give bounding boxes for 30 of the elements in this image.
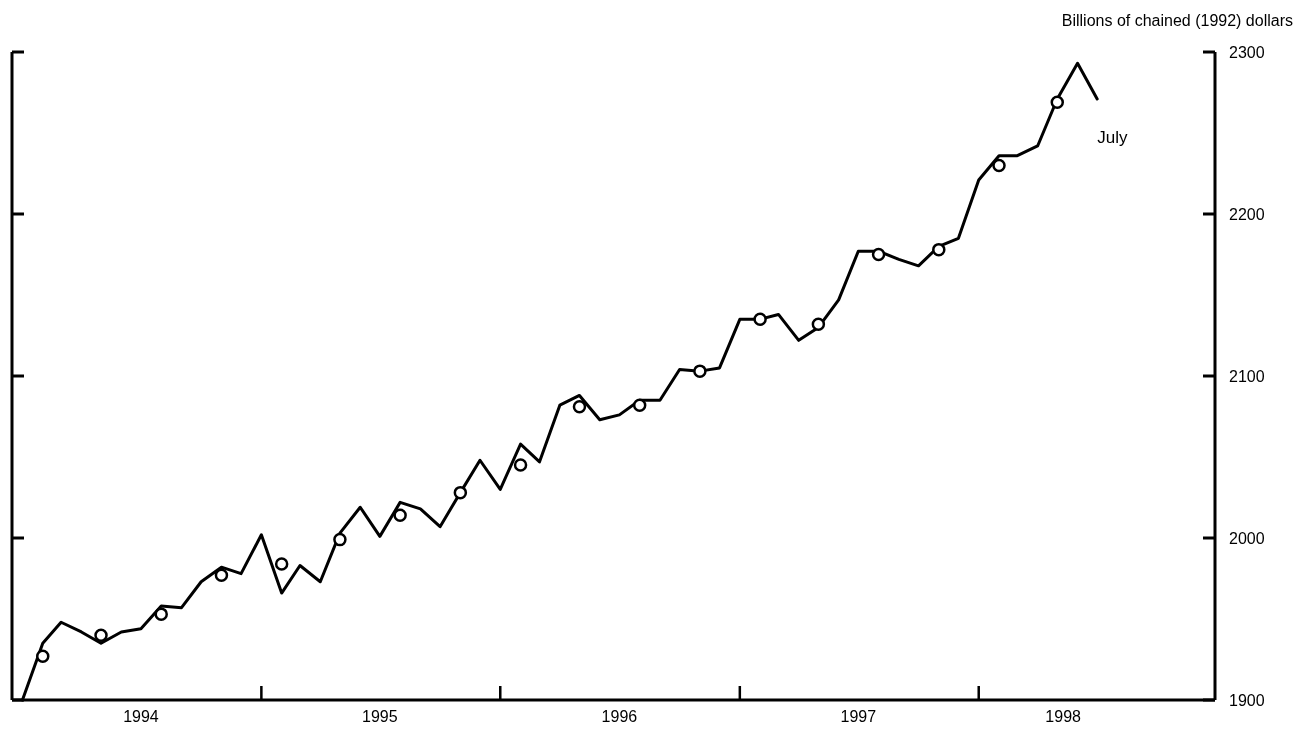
point	[753, 312, 767, 327]
point	[274, 557, 289, 571]
point	[811, 317, 826, 331]
point	[992, 158, 1006, 173]
point	[632, 398, 647, 412]
x-tick-label: 1997	[840, 708, 877, 725]
y-axis-title: Billions of chained (1992) dollars	[1061, 12, 1293, 29]
point	[1050, 95, 1065, 109]
point	[36, 649, 50, 664]
x-tick-label: 1995	[362, 708, 398, 725]
y-tick-label: 2300	[1229, 43, 1265, 61]
point	[871, 247, 886, 262]
x-tick-label: 1994	[123, 708, 159, 725]
point	[214, 568, 229, 583]
y-tick-label: 2200	[1229, 205, 1265, 223]
x-tick-label: 1998	[1045, 708, 1082, 725]
point	[932, 242, 946, 257]
y-tick-label: 1900	[1229, 691, 1265, 709]
point	[453, 485, 468, 500]
point	[94, 628, 108, 642]
annotation: July	[1097, 127, 1128, 147]
y-tick-label: 2000	[1229, 529, 1265, 547]
point	[393, 508, 407, 523]
point	[572, 400, 587, 414]
point	[154, 607, 168, 621]
point	[333, 532, 347, 547]
point	[693, 364, 707, 378]
y-tick-label: 2100	[1229, 367, 1265, 385]
point	[513, 458, 528, 472]
x-tick-label: 1996	[601, 708, 638, 725]
